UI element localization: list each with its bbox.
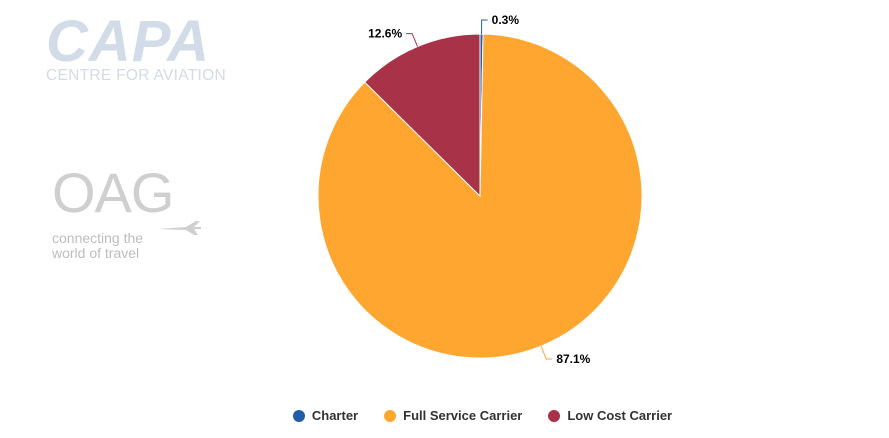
legend-label-full-service-carrier: Full Service Carrier (403, 408, 523, 423)
leader-line-full-service-carrier (540, 345, 553, 360)
pie-data-labels: 0.3% 87.1% 12.6% (368, 13, 591, 366)
pie-slice-low-cost-carrier[interactable] (364, 33, 481, 198)
legend-marker-charter (292, 409, 305, 422)
leader-line-charter (481, 19, 488, 35)
chart-legend: Charter Full Service Carrier Low Cost Carr… (38, 408, 889, 423)
oag-tagline-line-1: connecting the (52, 230, 144, 246)
oag-tagline: connecting the world of travel (52, 231, 212, 261)
legend-marker-low-cost-carrier (548, 409, 561, 422)
pie-leader-lines (406, 19, 553, 360)
legend-marker-full-service-carrier (384, 409, 397, 422)
legend-label-charter: Charter (311, 408, 359, 423)
data-label-full-service-carrier: 87.1% (556, 352, 590, 366)
oag-tagline-line-2: world of travel (52, 245, 140, 261)
legend-item-low-cost-carrier[interactable]: Low Cost Carrier (548, 408, 672, 423)
capa-logo-wordmark: CAPA (46, 9, 211, 74)
oag-logo: OAG connecting the world of travel (52, 163, 212, 261)
legend-item-full-service-carrier[interactable]: Full Service Carrier (384, 408, 522, 423)
capa-logo-subtitle: CENTRE FOR AVIATION (46, 67, 226, 84)
airplane-icon (158, 221, 201, 235)
data-label-low-cost-carrier: 12.6% (368, 27, 402, 41)
oag-logo-wordmark: OAG (52, 161, 174, 224)
legend-item-charter[interactable]: Charter (292, 408, 359, 423)
leader-line-low-cost-carrier (406, 33, 418, 47)
pie-slices (317, 33, 643, 359)
legend-label-low-cost-carrier: Low Cost Carrier (567, 408, 673, 423)
data-label-charter: 0.3% (492, 13, 520, 27)
capa-logo: CAPA CENTRE FOR AVIATION (46, 9, 251, 85)
